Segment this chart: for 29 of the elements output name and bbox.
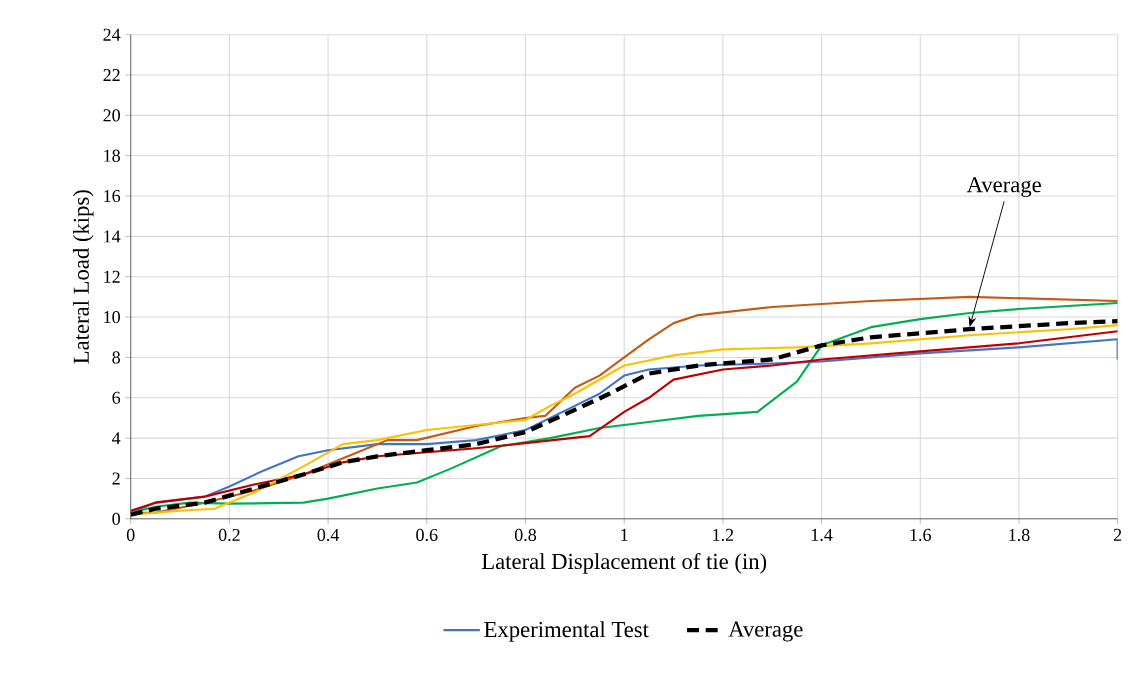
x-tick-label: 1.2 (713, 528, 734, 541)
y-tick-label: 2 (112, 472, 120, 485)
y-tick-label: 12 (104, 270, 120, 283)
x-tick-label: 0.4 (317, 528, 340, 541)
x-tick-label: 0.8 (514, 528, 537, 541)
x-tick-label: 2 (1113, 528, 1122, 541)
x-tick-label: 1.6 (910, 528, 931, 541)
y-tick-label: 4 (112, 432, 121, 444)
y-tick-label: 16 (104, 189, 121, 202)
legend-label: Average (728, 621, 803, 642)
x-tick-label: 0.2 (218, 528, 240, 541)
x-tick-label: 0.6 (416, 528, 438, 541)
y-tick-label: 10 (104, 310, 120, 324)
y-tick-label: 20 (103, 109, 120, 122)
x-tick-label: 1.4 (811, 528, 833, 541)
x-tick-label: 1.8 (1009, 528, 1030, 541)
legend-label: Experimental Test (484, 621, 649, 642)
y-tick-label: 8 (112, 351, 120, 364)
x-axis-title: Lateral Displacement of tie (in) (481, 552, 767, 574)
y-tick-label: 18 (104, 149, 120, 162)
x-tick-label: 1 (621, 528, 628, 541)
y-tick-label: 0 (112, 512, 120, 525)
y-axis-title: Lateral Load (kips) (72, 190, 94, 364)
y-tick-label: 6 (112, 391, 121, 404)
y-tick-label: 22 (103, 68, 120, 81)
y-tick-label: 24 (103, 28, 121, 41)
annotation: Average (966, 177, 1041, 197)
x-tick-label: 0 (126, 528, 135, 541)
y-tick-label: 14 (104, 230, 121, 243)
